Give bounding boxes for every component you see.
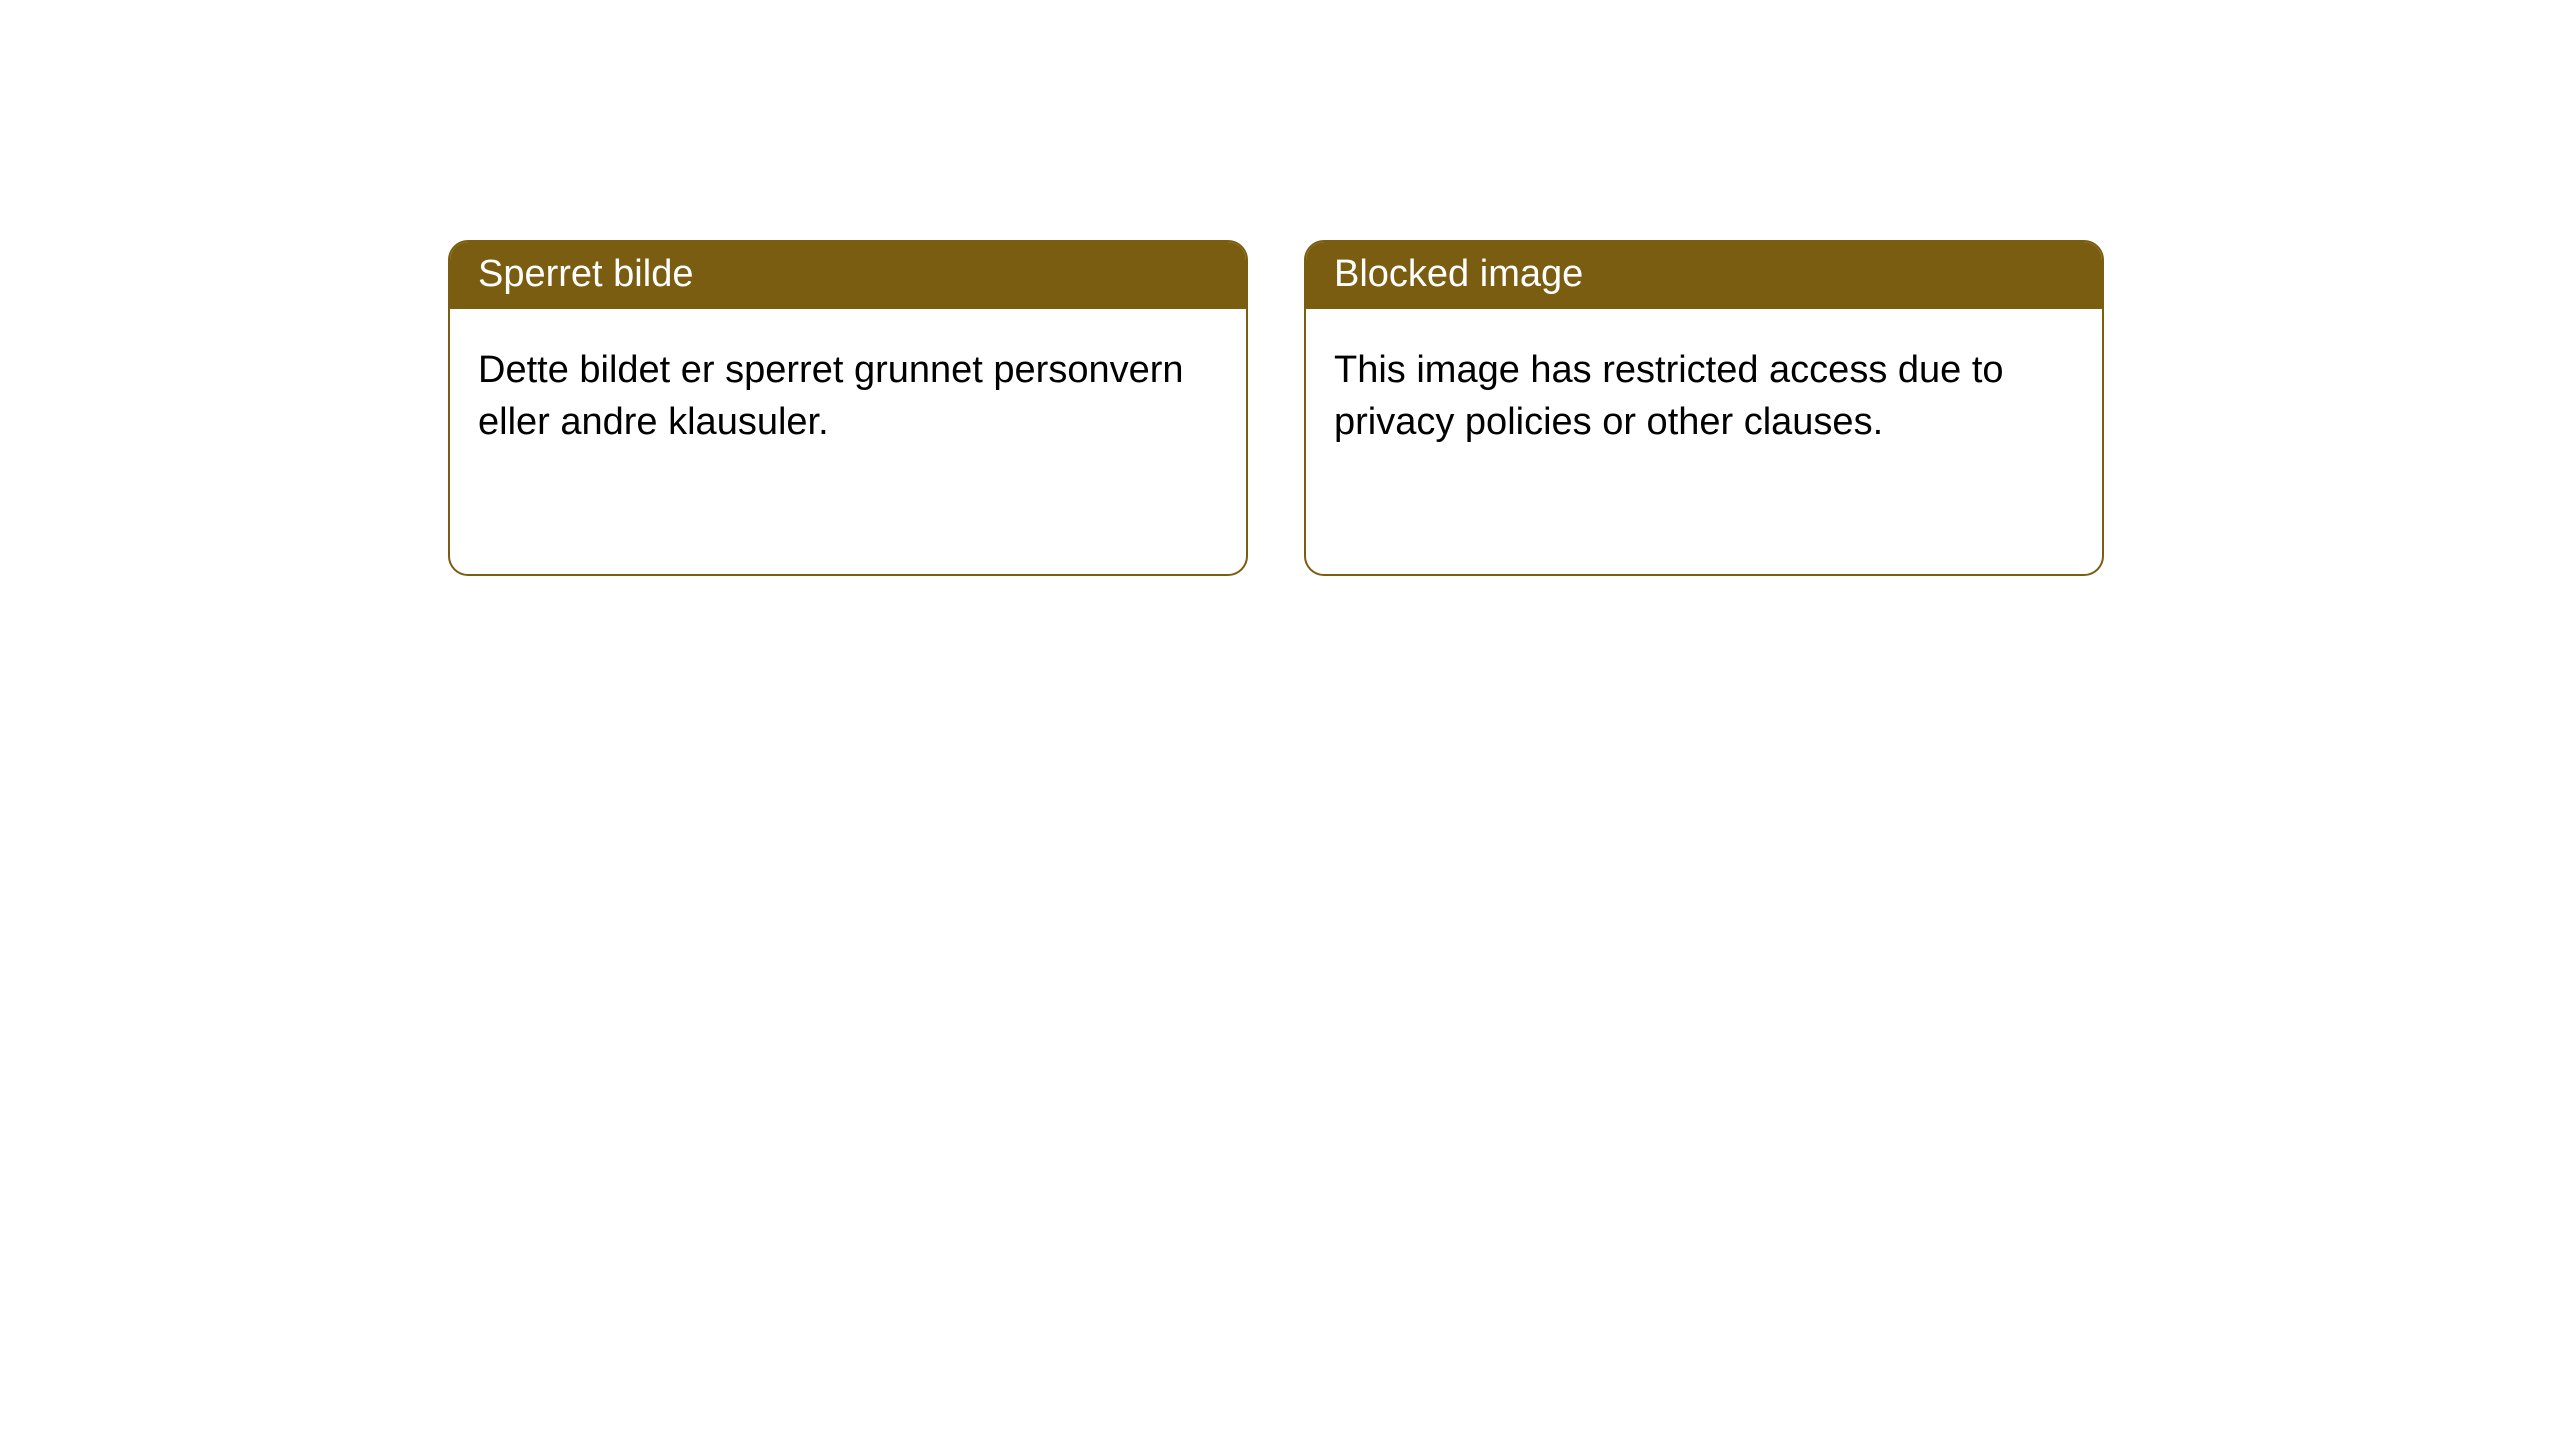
panel-body-text: Dette bildet er sperret grunnet personve…: [450, 309, 1246, 484]
notice-panel-english: Blocked image This image has restricted …: [1304, 240, 2104, 576]
panel-title: Blocked image: [1306, 242, 2102, 309]
panel-body-text: This image has restricted access due to …: [1306, 309, 2102, 484]
notice-panel-norwegian: Sperret bilde Dette bildet er sperret gr…: [448, 240, 1248, 576]
notice-panels-container: Sperret bilde Dette bildet er sperret gr…: [448, 240, 2104, 576]
panel-title: Sperret bilde: [450, 242, 1246, 309]
